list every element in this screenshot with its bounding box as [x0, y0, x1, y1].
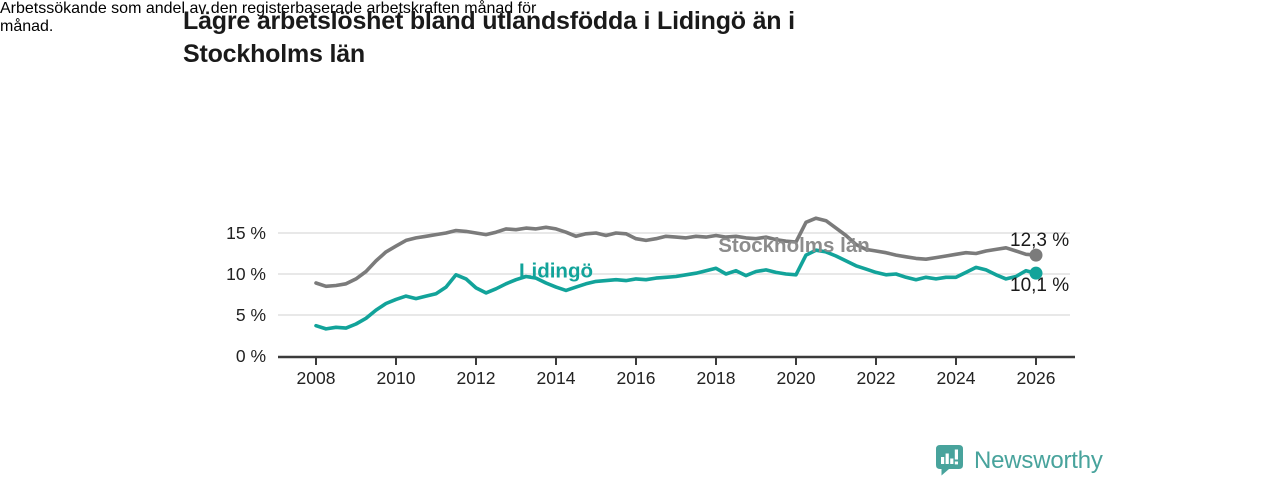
y-tick-label-0: 0 %	[236, 346, 266, 366]
series-end-dot-stockholms-lan	[1029, 248, 1043, 262]
x-tick-label-2018: 2018	[697, 368, 736, 388]
y-tick-label-5: 5 %	[236, 305, 266, 325]
end-value-label-12-3-: 12,3 %	[1010, 230, 1069, 251]
x-tick-label-2020: 2020	[777, 368, 816, 388]
page-title-line-2: Stockholms län	[183, 40, 365, 68]
page-subtitle-line-1: Arbetssökande som andel av den registerb…	[0, 0, 537, 17]
page-title: Lägre arbetslöshet bland utlandsfödda i …	[183, 5, 1043, 71]
x-tick-label-2008: 2008	[297, 368, 336, 388]
series-label-stockholms-lan: Stockholms län	[718, 234, 870, 257]
end-value-label-10-1-: 10,1 %	[1010, 275, 1069, 296]
page-subtitle-line-2: månad.	[0, 18, 54, 35]
x-tick-label-2026: 2026	[1017, 368, 1056, 388]
page-title-line-1: Lägre arbetslöshet bland utlandsfödda i …	[183, 7, 795, 35]
bar-chart-speech-bubble-icon	[936, 445, 963, 476]
series-line-stockholms-lan	[314, 216, 1038, 289]
x-tick-label-2012: 2012	[457, 368, 496, 388]
x-tick-label-2024: 2024	[937, 368, 976, 388]
y-tick-label-15: 15 %	[226, 223, 266, 243]
x-tick-label-2014: 2014	[537, 368, 576, 388]
series-end-dot-lidingo	[1029, 266, 1043, 280]
series-label-lidingo: Lidingö	[519, 259, 593, 282]
series-line-lidingo	[314, 248, 1038, 331]
x-tick-label-2022: 2022	[857, 368, 896, 388]
newsworthy-logo: Newsworthy	[936, 445, 1103, 476]
y-tick-label-10: 10 %	[226, 264, 266, 284]
x-tick-label-2010: 2010	[377, 368, 416, 388]
x-tick-label-2016: 2016	[617, 368, 656, 388]
newsworthy-wordmark: Newsworthy	[974, 446, 1103, 474]
